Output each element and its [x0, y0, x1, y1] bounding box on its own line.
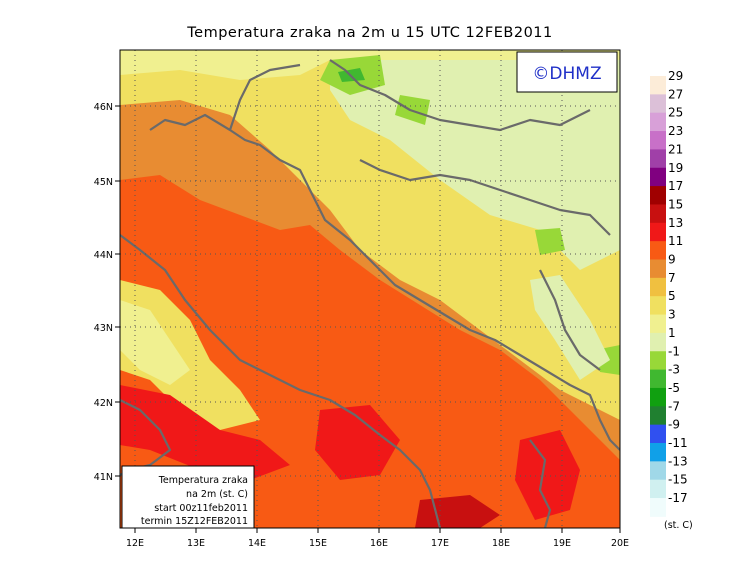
color-legend: 29 27 25 23 21 19 17 15 13 11 9 7 5 3 1 -1 -3 -5 -7 -9 -11 -1… — [650, 69, 693, 531]
legend-label: -13 — [668, 454, 688, 468]
lon-label: 20E — [611, 538, 629, 549]
lat-label: 44N — [94, 250, 113, 261]
info-line-2: na 2m (st. C) — [186, 489, 248, 500]
legend-swatch — [650, 406, 666, 426]
legend-swatch — [650, 424, 666, 444]
lon-label: 17E — [431, 538, 449, 549]
legend-swatch — [650, 461, 666, 481]
legend-unit: (st. C) — [664, 520, 693, 531]
legend-swatch — [650, 387, 666, 407]
legend-label: -5 — [668, 381, 680, 395]
legend-swatch — [650, 498, 666, 517]
legend-swatch — [650, 241, 666, 260]
legend-label: 5 — [668, 289, 676, 303]
legend-label: 29 — [668, 69, 683, 83]
lat-label: 45N — [94, 177, 113, 188]
legend-label: -15 — [668, 473, 688, 487]
legend-label: 1 — [668, 326, 676, 340]
lat-label: 46N — [94, 102, 113, 113]
legend-swatch — [650, 479, 666, 499]
lon-label: 15E — [309, 538, 327, 549]
chart-title: Temperatura zraka na 2m u 15 UTC 12FEB20… — [187, 25, 553, 41]
dhmz-logo: ©DHMZ — [516, 51, 618, 93]
legend-label: -17 — [668, 491, 688, 505]
legend-swatch — [650, 351, 666, 371]
map-frame — [119, 49, 621, 529]
lon-label: 13E — [187, 538, 205, 549]
lon-label: 14E — [248, 538, 266, 549]
legend-swatch — [650, 76, 666, 95]
legend-label: -1 — [668, 344, 680, 358]
legend-swatch — [650, 277, 666, 297]
legend-label: 25 — [668, 106, 683, 120]
legend-label: 15 — [668, 197, 683, 211]
lat-label: 42N — [94, 398, 113, 409]
latitude-labels: 46N 45N 44N 43N 42N 41N — [94, 102, 113, 483]
legend-swatch — [650, 222, 666, 242]
legend-swatch — [650, 443, 666, 462]
legend-swatch — [650, 204, 666, 224]
legend-label: 23 — [668, 124, 683, 138]
info-line-1: Temperatura zraka — [158, 475, 248, 486]
logo-text: ©DHMZ — [532, 64, 601, 84]
legend-swatch — [650, 259, 666, 279]
legend-swatch — [650, 186, 666, 205]
lat-label: 41N — [94, 472, 113, 483]
legend-swatch — [650, 369, 666, 389]
legend-label: -9 — [668, 418, 680, 432]
legend-swatch — [650, 332, 666, 352]
legend-label: 13 — [668, 216, 683, 230]
legend-label: 3 — [668, 308, 676, 322]
legend-label: 17 — [668, 179, 683, 193]
legend-label: 27 — [668, 87, 683, 101]
legend-label: 7 — [668, 271, 676, 285]
info-line-4: termin 15Z12FEB2011 — [141, 516, 248, 527]
legend-label: 19 — [668, 161, 683, 175]
info-line-3: start 00z11feb2011 — [154, 503, 248, 514]
legend-label: 11 — [668, 234, 683, 248]
lon-label: 18E — [492, 538, 510, 549]
legend-label: 9 — [668, 253, 676, 267]
legend-label: -3 — [668, 363, 680, 377]
longitude-labels: 12E 13E 14E 15E 16E 17E 18E 19E 20E — [126, 538, 629, 549]
lon-label: 12E — [126, 538, 144, 549]
lon-label: 16E — [370, 538, 388, 549]
legend-swatch — [650, 131, 666, 150]
legend-label: 21 — [668, 142, 683, 156]
legend-swatch — [650, 149, 666, 169]
legend-label: -11 — [668, 436, 688, 450]
legend-swatch — [650, 314, 666, 334]
warm-spot-south-italy — [120, 385, 290, 480]
tick-marks — [115, 105, 621, 533]
legend-label: -7 — [668, 399, 680, 413]
legend-swatch — [650, 296, 666, 316]
lat-label: 43N — [94, 323, 113, 334]
legend-swatch — [650, 112, 666, 132]
graticule — [120, 50, 620, 528]
lon-label: 19E — [553, 538, 571, 549]
info-box: Temperatura zraka na 2m (st. C) start 00… — [121, 465, 255, 529]
legend-swatch — [650, 167, 666, 187]
legend-swatch — [650, 94, 666, 114]
